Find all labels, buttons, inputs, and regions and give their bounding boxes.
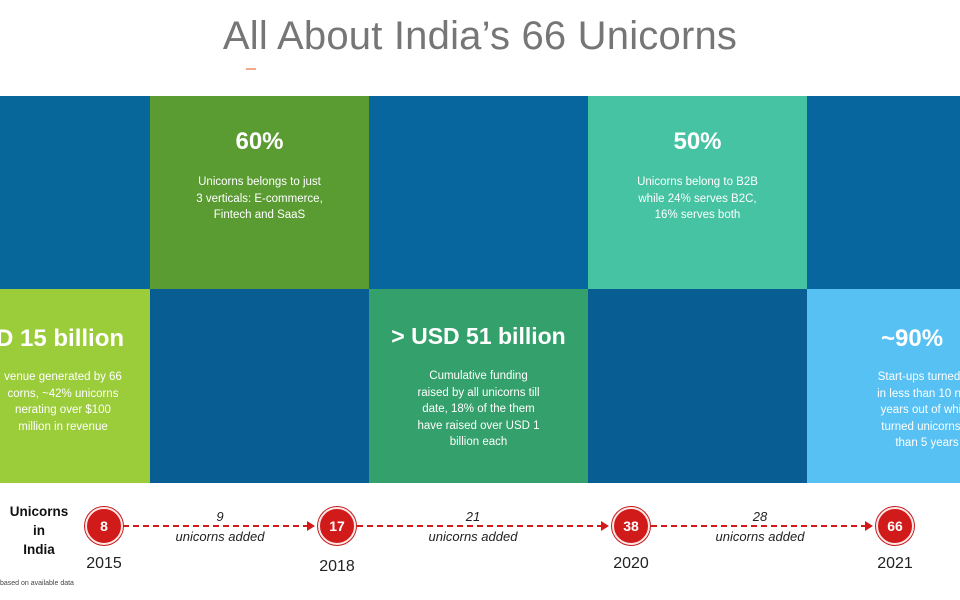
timeline-year: 2018 — [319, 558, 355, 575]
desc-line: million in revenue — [18, 420, 108, 433]
desc-line: corns, ~42% unicorns — [7, 387, 119, 400]
timeline-year: 2015 — [86, 555, 122, 572]
tile-verticals-stat: 60% — [235, 128, 284, 155]
tile-blank-bottom-left — [150, 289, 369, 483]
timeline-node-2021: 66 — [876, 507, 914, 545]
segment-added-count: 21 — [465, 509, 481, 524]
segment-added-text: unicorns added — [715, 529, 805, 544]
arrow-head — [307, 521, 315, 531]
timeline-connector — [123, 525, 309, 527]
segment-added-text: unicorns added — [428, 529, 518, 544]
tile-funding-stat: > USD 51 billion — [391, 323, 566, 349]
timeline-label: Unicorns in India — [8, 502, 70, 559]
desc-line: nerating over $100 — [15, 404, 111, 416]
segment-added-text: unicorns added — [175, 529, 265, 544]
tile-blank-bottom-middle — [588, 289, 807, 483]
tile-revenue-stat: D 15 billion — [0, 325, 125, 352]
tile-b2b: 50% Unicorns belong to B2B while 24% ser… — [588, 96, 807, 289]
title-accent-mark — [246, 68, 256, 70]
tile-b2b-stat: 50% — [673, 128, 722, 155]
tile-funding: > USD 51 billion Cumulative funding rais… — [369, 289, 588, 483]
timeline-label-line: Unicorns — [9, 504, 69, 519]
timeline-node-2015: 8 — [85, 507, 123, 545]
desc-line: Cumulative funding — [429, 370, 528, 382]
timeline-node-2020: 38 — [612, 507, 650, 545]
desc-line: 3 verticals: E-commerce, — [196, 192, 323, 205]
tile-revenue: D 15 billion venue generated by 66 corns… — [0, 289, 150, 483]
timeline-year: 2020 — [613, 555, 649, 572]
footnote: based on available data — [0, 580, 74, 587]
timeline-year: 2021 — [877, 555, 913, 572]
desc-line: years out of which — [880, 404, 960, 416]
desc-line: Fintech and SaaS — [213, 209, 306, 221]
desc-line: while 24% serves B2C, — [638, 192, 757, 205]
desc-line: raised by all unicorns till — [417, 386, 540, 399]
tile-revenue-desc: venue generated by 66 corns, ~42% unicor… — [0, 369, 150, 435]
desc-line: turned unicorns in — [881, 420, 960, 433]
tile-startups-desc: Start-ups turned un in less than 10 num … — [837, 369, 960, 452]
timeline-label-line: in — [33, 523, 45, 538]
timeline-label-line: India — [23, 542, 55, 557]
stats-grid: 60% Unicorns belongs to just 3 verticals… — [0, 96, 960, 483]
tile-verticals: 60% Unicorns belongs to just 3 verticals… — [150, 96, 369, 289]
desc-line: Unicorns belong to B2B — [637, 176, 758, 188]
desc-line: in less than 10 num — [877, 387, 960, 400]
timeline-node-2018: 17 — [318, 507, 356, 545]
desc-line: billion each — [449, 436, 508, 448]
tile-blank-top-left — [0, 96, 150, 289]
timeline-connector — [357, 525, 603, 527]
segment-added-count: 28 — [752, 509, 768, 524]
tile-startups-stat: ~90% — [881, 325, 944, 352]
desc-line: than 5 years — [895, 437, 959, 449]
desc-line: Unicorns belongs to just — [198, 176, 321, 188]
tile-b2b-desc: Unicorns belong to B2B while 24% serves … — [588, 174, 807, 224]
desc-line: 16% serves both — [654, 209, 741, 221]
tile-startups: ~90% Start-ups turned un in less than 10… — [807, 289, 960, 483]
segment-added-count: 9 — [216, 509, 224, 524]
desc-line: have raised over USD 1 — [417, 419, 540, 432]
tile-blank-top-middle — [369, 96, 588, 289]
tile-verticals-desc: Unicorns belongs to just 3 verticals: E-… — [150, 174, 369, 224]
desc-line: date, 18% of the them — [422, 403, 535, 415]
desc-line: venue generated by 66 — [4, 371, 122, 383]
tile-blank-top-right — [807, 96, 960, 289]
page-title: All About India’s 66 Unicorns — [222, 14, 738, 58]
timeline-connector — [651, 525, 867, 527]
tile-funding-desc: Cumulative funding raised by all unicorn… — [369, 368, 588, 451]
desc-line: Start-ups turned un — [877, 371, 960, 383]
arrow-head — [865, 521, 873, 531]
arrow-head — [601, 521, 609, 531]
